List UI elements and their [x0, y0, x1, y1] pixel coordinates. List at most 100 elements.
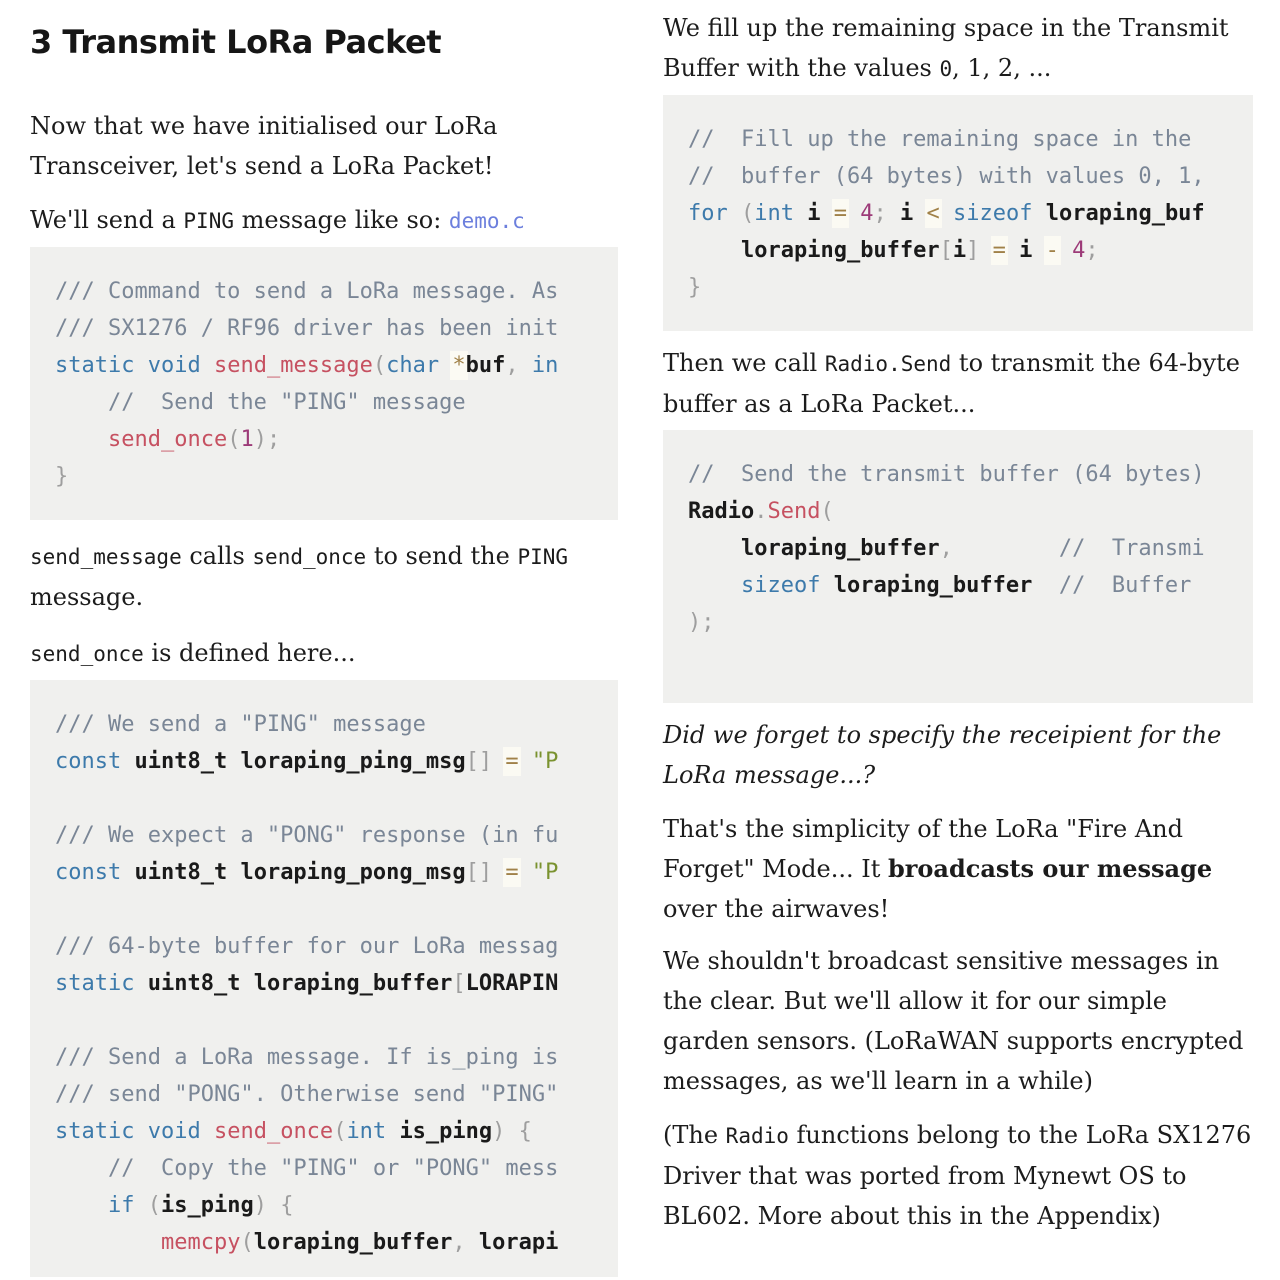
code-token: if — [107, 1193, 135, 1218]
code-token — [134, 1119, 147, 1144]
code-line: sizeof loraping_buffer // Buffer — [688, 567, 1228, 604]
code-token — [227, 860, 240, 885]
code-token: "P — [531, 749, 559, 774]
code-comment: /// We send a "PING" message — [55, 712, 426, 737]
code-token: sizeof — [740, 573, 821, 598]
code-token: ( — [147, 1193, 161, 1218]
code-comment: /// send "PONG". Otherwise send "PING" — [55, 1082, 559, 1107]
code-token — [505, 1119, 518, 1144]
code-token: [] — [465, 749, 493, 774]
text-run: We fill up the remaining space in the Tr… — [663, 14, 1229, 82]
code-token — [519, 749, 532, 774]
code-token: loraping_ping_msg — [240, 749, 466, 774]
code-token — [1032, 201, 1045, 226]
code-token — [1059, 238, 1072, 263]
code-line: // Fill up the remaining space in the — [688, 121, 1228, 158]
code-line: static void send_message(char *buf, in — [55, 347, 593, 384]
code-line: ); — [688, 604, 1228, 641]
code-token — [121, 749, 134, 774]
code-token — [55, 427, 108, 452]
code-token: ] — [966, 238, 980, 263]
paragraph-forget-recipient: Did we forget to specify the receipient … — [663, 715, 1253, 795]
code-token: "P — [531, 860, 559, 885]
code-token — [887, 201, 900, 226]
code-token — [201, 353, 214, 378]
demo-c-link[interactable]: demo.c — [448, 209, 525, 233]
text-run: We shouldn't broadcast sensitive message… — [663, 947, 1244, 1095]
text-run: is defined here... — [143, 639, 356, 667]
code-block-send-once: /// We send a "PING" message const uint8_… — [30, 680, 618, 1277]
code-token — [821, 201, 834, 226]
text-run: broadcasts our message — [888, 854, 1213, 883]
code-token: loraping_buffer — [253, 971, 453, 996]
code-line: /// SX1276 / RF96 driver has been init — [55, 310, 593, 347]
code-token: int — [346, 1119, 387, 1144]
code-token: 1 — [240, 427, 254, 452]
code-token: loraping_buffer — [740, 238, 940, 263]
code-token — [466, 1230, 479, 1255]
code-line: send_once(1); — [55, 421, 593, 458]
code-token: loraping_buffer — [833, 573, 1033, 598]
code-line: if (is_ping) { — [55, 1187, 593, 1224]
code-token — [688, 238, 741, 263]
code-token — [688, 536, 741, 561]
inline-code: Radio — [725, 1124, 789, 1148]
code-token: uint8_t — [134, 749, 228, 774]
code-line: static void send_once(int is_ping) { — [55, 1113, 593, 1150]
code-token: i — [900, 201, 914, 226]
code-token — [519, 353, 532, 378]
code-token: 4 — [860, 201, 874, 226]
code-token: void — [147, 1119, 201, 1144]
code-token — [913, 201, 926, 226]
code-token — [688, 573, 741, 598]
code-token — [519, 860, 532, 885]
code-token: in — [531, 353, 559, 378]
code-comment: /// Send a LoRa message. If is_ping is — [55, 1045, 559, 1070]
code-token: } — [55, 464, 69, 489]
code-token: LORAPIN — [465, 971, 559, 996]
code-line — [55, 1002, 593, 1039]
code-token: ; — [1085, 238, 1099, 263]
text-run: That's the simplicity of the LoRa "Fire … — [663, 815, 1183, 883]
code-token: = — [505, 860, 519, 885]
code-token: , — [939, 536, 953, 561]
code-token — [820, 573, 833, 598]
code-token: , — [452, 1230, 466, 1255]
code-token: i — [952, 238, 967, 263]
code-token: is_ping — [160, 1193, 254, 1218]
code-token: { — [280, 1193, 294, 1218]
paragraph-intro: Now that we have initialised our LoRa Tr… — [30, 106, 618, 186]
right-column: We fill up the remaining space in the Tr… — [663, 8, 1253, 1277]
code-token — [492, 860, 505, 885]
code-token — [55, 1193, 108, 1218]
code-line: /// We expect a "PONG" response (in fu — [55, 817, 593, 854]
code-line: /// Send a LoRa message. If is_ping is — [55, 1039, 593, 1076]
code-comment: /// SX1276 / RF96 driver has been init — [55, 316, 559, 341]
code-comment: /// 64-byte buffer for our LoRa messag — [55, 934, 559, 959]
code-token: void — [147, 353, 201, 378]
code-token — [1032, 238, 1045, 263]
paragraph-sensitive-messages: We shouldn't broadcast sensitive message… — [663, 941, 1253, 1101]
code-token: ); — [253, 427, 281, 452]
section-heading: 3 Transmit LoRa Packet — [30, 23, 442, 61]
code-line — [55, 891, 593, 928]
code-token — [386, 1119, 399, 1144]
code-token — [794, 201, 807, 226]
code-token — [979, 238, 992, 263]
text-run: (The — [663, 1121, 726, 1149]
paragraph-radio-functions: (The Radio functions belong to the LoRa … — [663, 1115, 1253, 1236]
code-line: static uint8_t loraping_buffer[LORAPIN — [55, 965, 593, 1002]
code-token: ( — [227, 427, 241, 452]
code-token: loraping_pong_msg — [240, 860, 466, 885]
paragraph-send-ping: We'll send a PING message like so: demo.… — [30, 200, 618, 241]
code-token — [940, 201, 953, 226]
code-line: } — [55, 458, 593, 495]
code-token: memcpy — [160, 1230, 241, 1255]
code-token: = — [992, 238, 1006, 263]
code-token: } — [688, 275, 702, 300]
paragraph-send-once-defined: send_once is defined here... — [30, 633, 618, 674]
code-line: for (int i = 4; i < sizeof loraping_buf — [688, 195, 1228, 232]
code-token: uint8_t — [147, 971, 241, 996]
code-token: send_once — [107, 427, 228, 452]
code-token: ; — [873, 201, 887, 226]
